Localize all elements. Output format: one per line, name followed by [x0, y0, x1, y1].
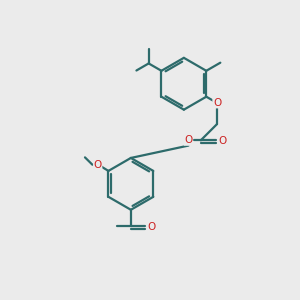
- Text: O: O: [147, 222, 156, 232]
- Text: O: O: [184, 135, 193, 145]
- Text: O: O: [213, 98, 221, 108]
- Text: O: O: [94, 160, 102, 170]
- Text: O: O: [218, 136, 226, 146]
